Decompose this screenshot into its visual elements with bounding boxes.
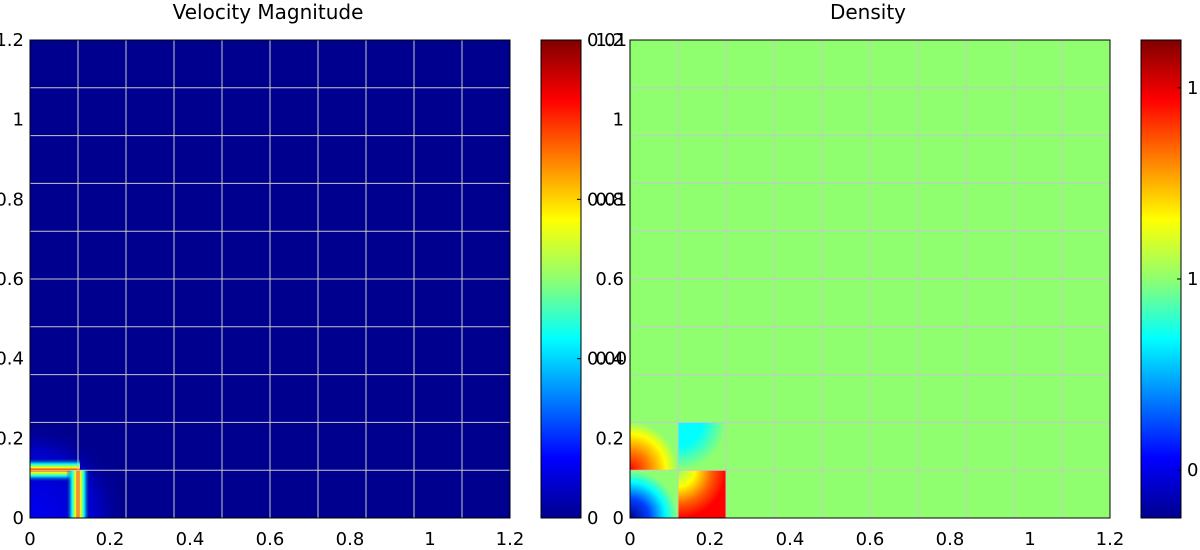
velocity-y-tick-label: 0.8 [0,189,24,210]
density-y-tick-label: 1 [613,110,624,131]
density-y-tick-label: 0.2 [595,428,624,449]
density-x-tick-label: 0.8 [936,529,965,550]
density-quadrant-bottom-right [678,470,726,518]
density-x-tick-label: 0.2 [696,529,725,550]
density-colorbar-gradient [1141,40,1181,518]
density-x-tick-label: 0.4 [776,529,805,550]
density-colorbar: 0 1 1 [1141,40,1198,518]
velocity-x-tick-label: 1 [424,529,435,550]
velocity-title: Velocity Magnitude [173,0,364,24]
velocity-x-ticks: 0 0.2 0.4 0.6 0.8 1 1.2 [24,529,524,550]
velocity-y-tick-label: 1.2 [0,30,24,51]
velocity-panel: Velocity Magnitude 0 0.2 0.4 0.6 0.8 1 1.2 0 0.… [0,0,627,550]
density-y-tick-label: 0 [613,508,624,529]
density-colorbar-tick-label: 1 [1187,78,1198,99]
velocity-y-tick-label: 0.4 [0,349,24,370]
density-panel: Density 0 0.2 0.4 0.6 0.8 1 1.2 0 0.2 0.4 0.6 0.8 1… [595,0,1198,550]
velocity-y-tick-label: 0.2 [0,428,24,449]
density-quadrant-top-left [630,422,678,470]
velocity-x-tick-label: 0.4 [176,529,205,550]
velocity-y-tick-label: 1 [13,110,24,131]
density-colorbar-tick-label: 1 [1187,269,1198,290]
density-x-tick-label: 0.6 [856,529,885,550]
velocity-x-tick-label: 0.2 [96,529,125,550]
velocity-x-tick-label: 0 [24,529,35,550]
density-x-tick-label: 1 [1024,529,1035,550]
velocity-colorbar-gradient [541,40,581,518]
density-quadrant-top-right [678,422,726,470]
velocity-y-tick-label: 0 [13,508,24,529]
density-x-tick-label: 1.2 [1096,529,1125,550]
density-x-tick-label: 0 [624,529,635,550]
velocity-y-tick-label: 0.6 [0,269,24,290]
density-y-tick-label: 0.4 [595,349,624,370]
density-title: Density [830,0,906,24]
velocity-x-tick-label: 0.6 [256,529,285,550]
velocity-colorbar-tick-label: 0 [587,508,598,529]
density-colorbar-tick-label: 0 [1187,460,1198,481]
density-y-tick-label: 0.8 [595,189,624,210]
density-y-tick-label: 0.6 [595,269,624,290]
velocity-x-tick-label: 0.8 [336,529,365,550]
density-x-ticks: 0 0.2 0.4 0.6 0.8 1 1.2 [624,529,1124,550]
density-quadrant-bottom-left [630,470,678,518]
velocity-heatmap [30,40,510,518]
density-y-tick-label: 1.2 [595,30,624,51]
velocity-y-ticks: 0 0.2 0.4 0.6 0.8 1 1.2 [0,30,24,529]
velocity-x-tick-label: 1.2 [496,529,525,550]
density-y-ticks: 0 0.2 0.4 0.6 0.8 1 1.2 [595,30,624,529]
density-heatmap [630,40,1110,518]
